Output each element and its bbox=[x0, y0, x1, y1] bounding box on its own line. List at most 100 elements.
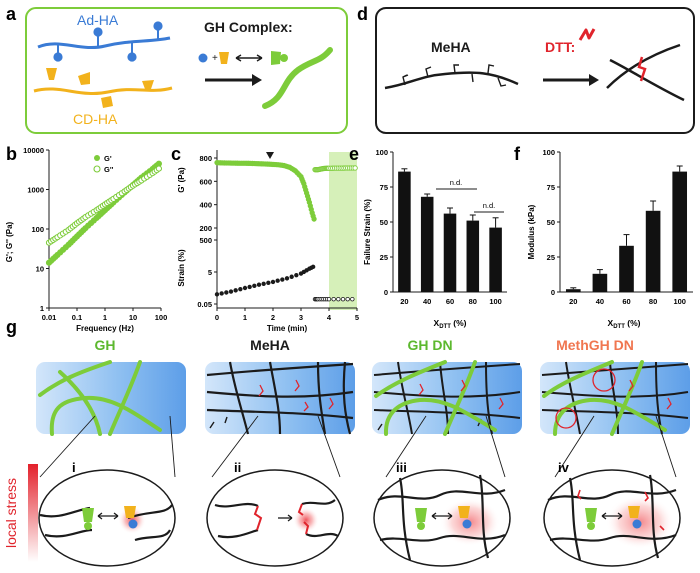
strain-point bbox=[247, 284, 252, 290]
panel-e-ytick-label: 50 bbox=[380, 218, 388, 227]
panel-b-yticks: 10000 1000 100 10 1 bbox=[23, 146, 49, 313]
panel-f-xticks: 20 40 60 80 100 bbox=[569, 297, 686, 306]
strain-point bbox=[280, 277, 285, 282]
nd-label-1: n.d. bbox=[450, 178, 463, 187]
panel-f-xlabel: XDTT (%) bbox=[608, 318, 641, 330]
panel-f-bar bbox=[565, 289, 581, 292]
strain-point bbox=[336, 296, 341, 302]
zoom-circle-iv: iv bbox=[543, 460, 681, 567]
ad-ha-label: Ad-HA bbox=[77, 12, 119, 28]
panel-e-xlabel: XDTT (%) bbox=[434, 318, 467, 330]
panel-c-ytick-label: 500 bbox=[199, 236, 212, 245]
zoom-circle-i: i bbox=[38, 460, 176, 567]
panel-c-series bbox=[214, 160, 358, 302]
panel-c-ylabel-bottom: Strain (%) bbox=[177, 249, 186, 287]
panel-d-letter: d bbox=[357, 4, 368, 24]
legend-g-double-prime: G'' bbox=[104, 165, 114, 174]
panel-e-ylabel: Failure Strain (%) bbox=[363, 199, 372, 265]
yield-marker-icon bbox=[266, 152, 274, 159]
panel-f-xtick-label: 80 bbox=[649, 297, 657, 306]
svg-text:+: + bbox=[212, 53, 218, 64]
gh-dn-network-green bbox=[374, 360, 497, 436]
panel-d: d MeHA DTT: bbox=[357, 4, 695, 134]
panel-b-legend: G' G'' bbox=[93, 154, 114, 174]
gh-dn-title: GH DN bbox=[407, 337, 452, 353]
gh-complex-scheme: + bbox=[198, 51, 288, 65]
strain-point bbox=[252, 283, 257, 289]
panel-e-ytick-label: 25 bbox=[380, 253, 388, 262]
strain-point bbox=[214, 292, 220, 297]
gh-complex-label: GH Complex: bbox=[204, 19, 293, 35]
panel-g: g GH MeHA GH DN MethGH DN bbox=[3, 317, 690, 567]
zoom-circle-ii: ii bbox=[206, 460, 344, 567]
panel-c-ytick-label: 800 bbox=[199, 154, 212, 163]
strain-point bbox=[340, 296, 346, 302]
panel-f-ytick-label: 25 bbox=[547, 253, 555, 262]
panel-e-bars bbox=[398, 168, 502, 292]
panel-b-ylabel: G'; G'' (Pa) bbox=[5, 221, 14, 262]
panel-e-xtick-label: 20 bbox=[400, 297, 408, 306]
nd-label-2: n.d. bbox=[483, 201, 496, 210]
panel-e-nd-annotations: n.d. n.d. bbox=[436, 178, 504, 213]
panel-f-xtick-label: 40 bbox=[596, 297, 604, 306]
panel-f-xtick-label: 60 bbox=[622, 297, 630, 306]
gh-title: GH bbox=[95, 337, 116, 353]
panel-c-ytick-label: 400 bbox=[199, 201, 212, 210]
label-i: i bbox=[72, 460, 76, 475]
panel-f-bar bbox=[592, 273, 608, 292]
strain-point bbox=[224, 290, 229, 295]
panel-e-bar bbox=[466, 220, 480, 292]
dtt-label: DTT: bbox=[545, 39, 575, 55]
panel-b-xtick-label: 100 bbox=[155, 313, 168, 322]
panel-b-ytick-label: 10000 bbox=[23, 146, 44, 155]
panel-f-ylabel: Modulus (kPa) bbox=[527, 204, 536, 259]
strain-point bbox=[326, 296, 332, 302]
panel-b-xtick-label: 1 bbox=[103, 313, 107, 322]
strain-point bbox=[256, 282, 262, 287]
panel-b-xticks: 0.01 0.1 1 10 100 bbox=[42, 308, 168, 322]
panel-e-xtick-label: 100 bbox=[489, 297, 502, 306]
strain-point bbox=[310, 264, 316, 270]
gh-chain bbox=[262, 47, 333, 109]
strain-point bbox=[219, 291, 224, 296]
panel-b-letter: b bbox=[6, 144, 17, 164]
panel-f-bar bbox=[645, 210, 661, 292]
panel-e-xticks: 20 40 60 80 100 bbox=[400, 297, 502, 306]
g-prime-time-point bbox=[352, 165, 358, 171]
panel-b-ytick-label: 100 bbox=[31, 225, 44, 234]
panel-f-bar bbox=[619, 245, 634, 292]
panel-f-ytick-label: 50 bbox=[547, 218, 555, 227]
meha-chain bbox=[384, 71, 519, 90]
strain-point bbox=[284, 276, 290, 281]
panel-b-axes bbox=[48, 150, 161, 309]
g-prime-time-point bbox=[311, 216, 317, 222]
panel-c-ytick-label: 600 bbox=[199, 177, 212, 186]
panel-a: a Ad-HA CD-HA GH Complex: + bbox=[6, 4, 348, 134]
legend-g-prime: G' bbox=[104, 154, 112, 163]
panel-c-xticks: 0 1 2 3 4 5 bbox=[215, 308, 359, 322]
strain-point bbox=[261, 281, 266, 286]
panel-e-ytick-label: 75 bbox=[380, 183, 388, 192]
panel-c-ytick-label: 0.05 bbox=[197, 300, 212, 309]
panel-c-xtick-label: 1 bbox=[243, 313, 247, 322]
strain-point bbox=[345, 296, 350, 302]
zoom-lines bbox=[39, 415, 677, 478]
panel-f-xtick-label: 20 bbox=[569, 297, 577, 306]
panel-c-xtick-label: 4 bbox=[327, 313, 332, 322]
panel-b-xlabel: Frequency (Hz) bbox=[76, 324, 134, 333]
panel-f: f Modulus (kPa) 100 75 50 25 0 20 40 60 80 100 X… bbox=[514, 144, 693, 330]
panel-b-ytick-label: 10 bbox=[36, 265, 44, 274]
panel-e-bar bbox=[420, 196, 434, 292]
panel-b-xtick-label: 0.1 bbox=[72, 313, 82, 322]
panel-e-bar bbox=[398, 171, 411, 292]
panel-f-xtick-label: 100 bbox=[673, 297, 686, 306]
panel-f-ytick-label: 0 bbox=[551, 288, 555, 297]
panel-f-bar bbox=[672, 171, 688, 292]
strain-point bbox=[242, 285, 248, 291]
methgh-dn-title: MethGH DN bbox=[556, 337, 634, 353]
strain-point bbox=[270, 279, 276, 285]
panel-e-ytick-label: 0 bbox=[384, 288, 388, 297]
cyclodextrin-group bbox=[46, 68, 154, 108]
panel-c-xtick-label: 2 bbox=[271, 313, 275, 322]
panel-c-ytick-label: 200 bbox=[199, 224, 212, 233]
